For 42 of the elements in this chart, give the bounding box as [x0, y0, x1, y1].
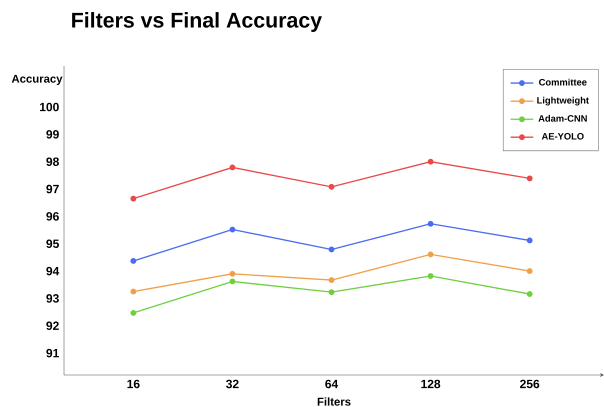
point: [428, 251, 434, 258]
legend-label: Adam-CNN: [538, 114, 587, 122]
y-tick-label: 100: [40, 102, 59, 112]
legend-label: Committee: [539, 78, 587, 86]
point: [130, 258, 136, 264]
point: [328, 184, 334, 190]
y-tick-label: 95: [46, 239, 59, 248]
point: [130, 310, 136, 316]
y-tick-label: 97: [46, 184, 59, 194]
y-tick-label: 98: [46, 157, 59, 166]
point: [328, 289, 334, 296]
point: [230, 270, 236, 277]
legend-label: AE-YOLO: [542, 132, 584, 140]
legend-label: Lightweight: [537, 96, 589, 106]
point: [230, 226, 236, 232]
chart-title: Filters vs Final Accuracy: [72, 12, 322, 32]
point: [230, 164, 236, 170]
x-tick-label: 32: [226, 380, 239, 388]
point: [130, 196, 136, 202]
x-tick-label: 16: [127, 380, 140, 388]
point: [328, 277, 334, 284]
point: [526, 238, 533, 244]
y-axis-title: Accuracy: [12, 74, 62, 85]
point: [130, 288, 136, 295]
point: [428, 273, 434, 279]
point: [526, 268, 533, 274]
x-tick-label: 128: [421, 380, 440, 388]
point: [328, 246, 334, 252]
x-tick-label: 256: [520, 380, 540, 388]
point: [526, 291, 533, 297]
y-tick-label: 94: [46, 266, 60, 276]
y-tick-label: 99: [46, 130, 59, 139]
point: [428, 220, 434, 227]
point: [526, 175, 533, 182]
y-tick-label: 91: [46, 348, 59, 358]
y-tick-label: 92: [46, 322, 59, 330]
x-axis-title: Filters: [318, 397, 351, 406]
point: [230, 278, 236, 284]
y-tick-label: 93: [46, 294, 59, 303]
x-tick-label: 64: [325, 380, 338, 388]
point: [428, 158, 434, 165]
y-tick-label: 96: [46, 212, 59, 221]
